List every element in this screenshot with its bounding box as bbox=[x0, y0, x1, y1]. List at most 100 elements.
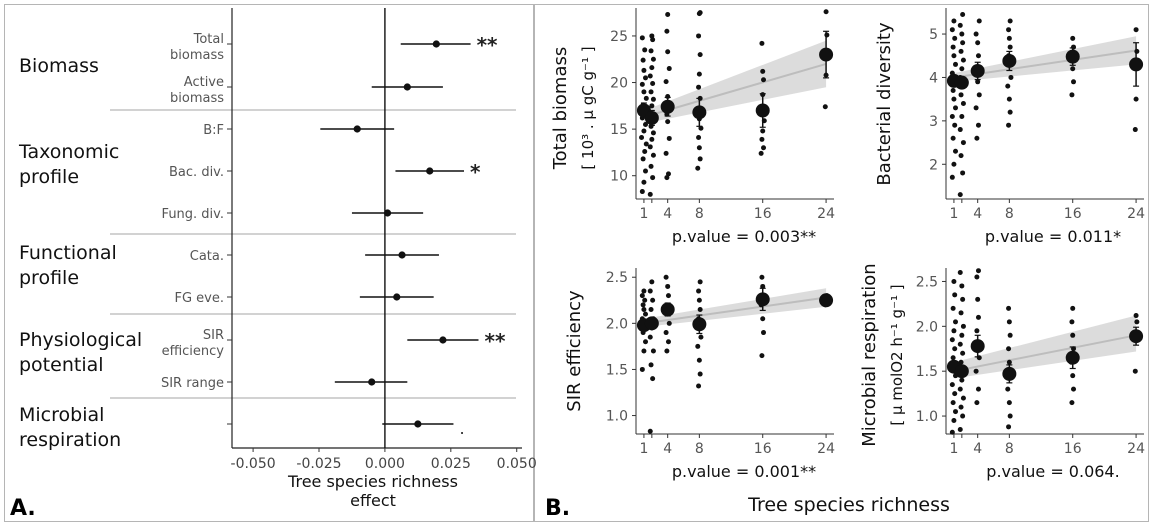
group-mean-point bbox=[954, 75, 969, 90]
row-label: Cata. bbox=[190, 249, 224, 264]
data-point bbox=[665, 293, 671, 299]
data-point bbox=[1070, 332, 1076, 338]
significance-marker: * bbox=[470, 160, 481, 184]
data-point bbox=[665, 119, 671, 125]
data-point bbox=[696, 383, 702, 389]
group-mean-point bbox=[755, 292, 770, 307]
data-point bbox=[973, 105, 979, 111]
data-point bbox=[1134, 48, 1140, 54]
data-point bbox=[641, 307, 647, 312]
data-point bbox=[1070, 35, 1076, 41]
data-point bbox=[951, 18, 957, 24]
p-value-label: p.value = 0.064. bbox=[986, 462, 1119, 481]
data-point bbox=[639, 366, 645, 372]
data-point bbox=[1071, 44, 1077, 50]
y-tick-label: 2.0 bbox=[606, 316, 628, 332]
data-point bbox=[1133, 313, 1139, 319]
microbial-respiration-plot: 1.0 1.5 2.0 2.5 1 4 8 16 24 p.value = 0.064. Micro… bbox=[859, 263, 1145, 481]
data-point bbox=[697, 156, 703, 162]
x-tick-label: 16 bbox=[754, 441, 772, 457]
x-tick-label: 4 bbox=[973, 206, 982, 222]
data-point bbox=[958, 153, 964, 159]
data-point bbox=[975, 122, 981, 128]
data-point bbox=[641, 67, 647, 73]
data-point bbox=[649, 279, 655, 285]
data-point bbox=[698, 125, 704, 131]
data-point bbox=[960, 296, 966, 302]
data-point bbox=[822, 104, 828, 110]
trend-line bbox=[643, 296, 827, 325]
data-point bbox=[953, 319, 959, 325]
data-point bbox=[1006, 400, 1012, 406]
data-point bbox=[952, 122, 958, 128]
group-mean-point bbox=[1002, 53, 1017, 68]
data-point bbox=[697, 10, 703, 16]
data-point bbox=[952, 292, 958, 298]
p-value-label: p.value = 0.001** bbox=[672, 462, 816, 481]
data-point bbox=[1006, 424, 1012, 430]
y-axis-title: [ µ molO2 h⁻¹ g⁻¹ ] bbox=[888, 284, 906, 425]
p-value-label: p.value = 0.003** bbox=[672, 227, 816, 246]
shared-x-axis-title: Tree species richness bbox=[747, 494, 950, 516]
data-point bbox=[973, 368, 979, 374]
total-biomass-plot: 10 15 20 25 1 4 8 16 24p.value = 0.003** Total bi… bbox=[550, 8, 835, 246]
group-mean-point bbox=[660, 99, 675, 114]
data-point bbox=[696, 84, 702, 90]
row-label: FG eve. bbox=[174, 291, 224, 306]
data-point bbox=[695, 165, 701, 171]
data-point bbox=[697, 52, 703, 58]
x-tick-label: -0.025 bbox=[296, 456, 341, 472]
group-label: Functional profile bbox=[19, 242, 117, 289]
data-point bbox=[1069, 319, 1075, 325]
group-label: Taxonomic profile bbox=[18, 141, 119, 188]
data-point bbox=[1006, 122, 1012, 128]
y-tick-label: 3 bbox=[929, 114, 938, 130]
group-mean-point bbox=[1129, 57, 1144, 72]
y-tick-label: 10 bbox=[610, 169, 628, 185]
data-point bbox=[643, 168, 649, 174]
effect-estimate-point bbox=[383, 209, 392, 217]
data-point bbox=[697, 371, 703, 377]
data-point bbox=[1006, 319, 1012, 325]
data-point bbox=[649, 33, 655, 39]
data-point bbox=[959, 114, 965, 120]
data-point bbox=[642, 297, 648, 303]
data-point bbox=[950, 135, 956, 141]
data-point bbox=[648, 362, 654, 368]
data-point bbox=[649, 65, 655, 71]
x-tick-label: 4 bbox=[973, 441, 982, 457]
data-point bbox=[950, 305, 956, 311]
data-point bbox=[949, 429, 955, 435]
data-point bbox=[663, 330, 669, 336]
data-point bbox=[663, 274, 669, 280]
data-point bbox=[647, 191, 653, 197]
data-point bbox=[957, 127, 963, 133]
data-point bbox=[1070, 305, 1076, 311]
x-tick-label: 24 bbox=[817, 441, 835, 457]
data-point bbox=[975, 386, 981, 392]
data-point bbox=[974, 400, 980, 406]
row-label: Active biomass bbox=[170, 75, 224, 106]
data-point bbox=[951, 278, 957, 284]
data-point bbox=[1007, 413, 1013, 419]
significance-marker: ** bbox=[485, 329, 506, 353]
x-tick-label: 1 bbox=[949, 206, 958, 222]
effect-estimate-point bbox=[426, 167, 434, 175]
x-tick-label: -0.050 bbox=[231, 456, 276, 472]
data-point bbox=[1007, 18, 1013, 24]
data-point bbox=[761, 330, 767, 336]
data-point bbox=[959, 332, 965, 338]
data-point bbox=[953, 105, 959, 111]
data-point bbox=[959, 66, 965, 72]
data-point bbox=[1132, 368, 1138, 374]
y-tick-label: 2 bbox=[929, 157, 938, 173]
data-point bbox=[665, 339, 671, 345]
data-point bbox=[960, 413, 966, 419]
group-mean-point bbox=[692, 317, 707, 332]
group-mean-point bbox=[954, 364, 969, 379]
data-point bbox=[1007, 332, 1013, 338]
group-mean-point bbox=[1129, 329, 1144, 344]
data-point bbox=[952, 391, 958, 397]
y-tick-label: 4 bbox=[929, 70, 938, 86]
